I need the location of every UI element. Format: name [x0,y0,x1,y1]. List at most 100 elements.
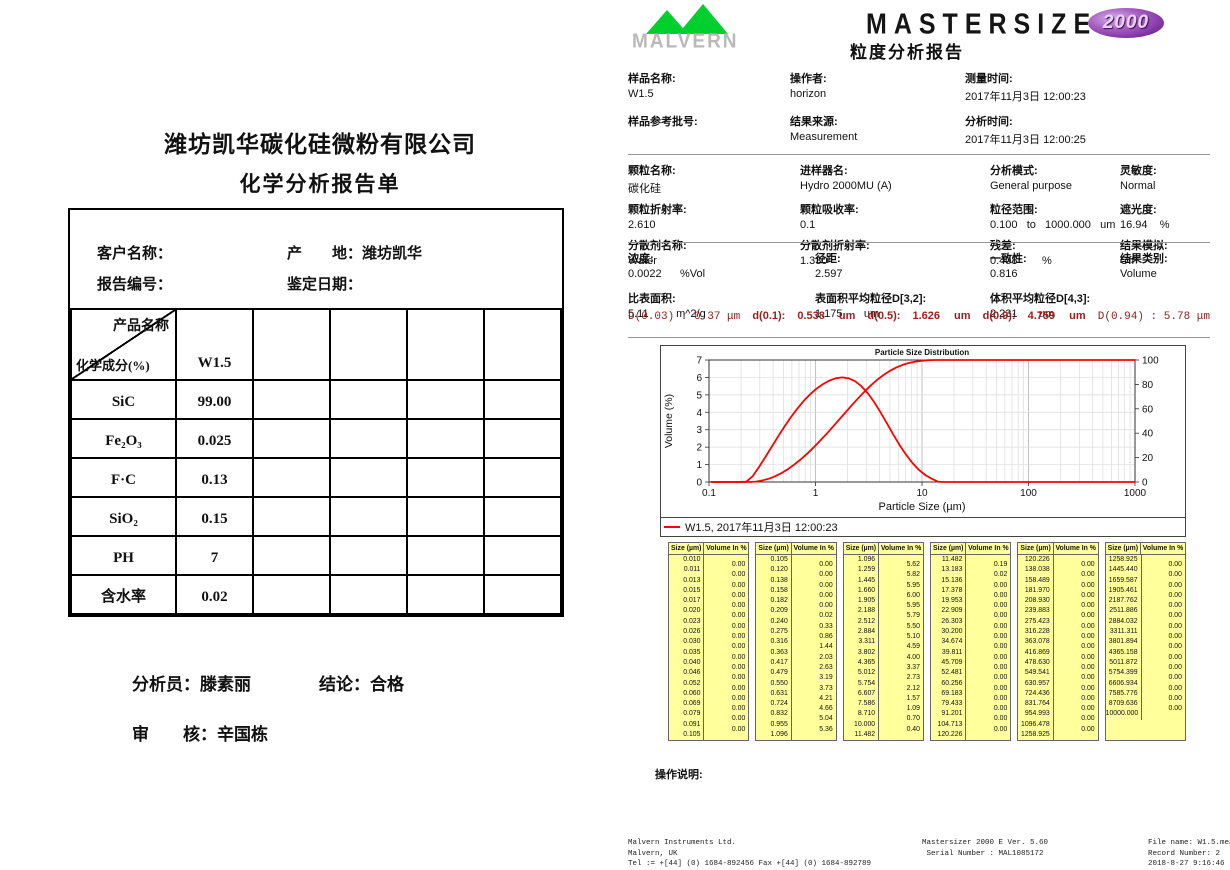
origin-value: 潍坊凯华 [362,246,423,262]
volume-column: 0.00 0.00 0.00 0.00 0.00 0.00 0.00 0.00 0.00 0.00… [1142,555,1185,720]
x-axis-tick-label: 10 [916,488,928,499]
size-value: 630.957 [1024,679,1050,687]
size-value: 0.955 [770,720,788,728]
empty-cell [483,535,562,576]
diagonal-top-label: 产品名称 [113,319,169,334]
field-value: 2.597 [815,268,843,280]
d-value: D(0.03) : 0.37 μm [628,311,741,323]
component-value-cell: 0.15 [175,496,254,537]
component-value-cell: 7 [175,535,254,576]
volume-value: 0.00 [1081,633,1095,641]
volume-value: 0.00 [993,643,1008,651]
field-value: 2.610 [628,219,656,231]
field-value: Measurement [790,131,858,143]
volume-value: 0.00 [731,705,746,713]
y-axis-tick-label: 1 [696,460,702,471]
size-value: 208.930 [1024,597,1050,605]
empty-cell [329,574,408,615]
volume-value: 0.00 [1081,591,1095,599]
volume-value: 3.73 [819,684,833,692]
volume-value: 0.00 [1168,602,1182,610]
d-value-label: d(0.5): [867,310,901,322]
component-value-cell: 0.025 [175,418,254,459]
size-value: 1.096 [857,556,876,563]
size-column-header: Size (µm) [669,543,705,554]
volume-value: 0.19 [993,561,1008,568]
size-value: 3801.894 [1108,638,1138,646]
volume-value: 0.00 [731,715,746,723]
volume-value: 0.00 [1081,725,1095,733]
size-column: 0.010 0.011 0.013 0.015 0.017 0.020 0.023 0.026… [669,555,705,741]
size-value: 1258.925 [1108,556,1138,563]
right-y-axis-tick-label: 60 [1142,404,1154,415]
volume-value: 0.00 [1168,633,1182,641]
result-field: 表面积平均粒径D[3,2]: 1.175 um [815,290,990,321]
volume-value: 0.00 [1168,653,1182,661]
info-row: 客户名称： 产 地：潍坊凯华 [70,210,562,263]
volume-value: 0.00 [731,561,746,568]
size-value: 0.316 [770,638,788,646]
field-label: 样品参考批号: [628,116,698,128]
company-name: 潍坊凯华碳化硅微粉有限公司 [164,132,476,157]
size-column: 0.105 0.120 0.138 0.158 0.182 0.209 0.240 0.275… [756,555,792,741]
report-info: 客户名称： 产 地：潍坊凯华 报告编号： 鉴定日期： [70,210,562,308]
field-label: 遮光度: [1120,204,1157,216]
size-value: 91.201 [941,710,963,718]
result-field: 一致性: 0.816 [990,250,1120,281]
mastersizer-wordmark: MASTERSIZER [866,8,1123,41]
d-value-label: d(0.1): [752,310,786,322]
volume-column-header: Volume In % [880,545,922,552]
component-name-cell: SiO₂ [70,496,177,537]
size-table-body: 1258.925 1445.440 1659.587 1905.461 2187.762… [1106,555,1185,720]
size-value: 5754.399 [1108,669,1138,677]
size-value: 5011.872 [1109,658,1138,666]
size-value: 0.069 [683,700,701,708]
size-value: 120.226 [937,731,963,739]
size-table-body: 1.096 1.259 1.445 1.660 1.905 2.188 2.512 2.884… [844,555,923,741]
right-y-axis-tick-label: 80 [1142,380,1154,391]
volume-value: 5.95 [906,602,920,610]
empty-cell [329,496,408,537]
volume-value: 0.00 [1081,612,1095,620]
size-value: 2.884 [857,628,876,636]
volume-value: 4.59 [906,643,920,651]
date-label: 鉴定日期： [287,277,363,293]
component-name-cell: 含水率 [70,574,177,615]
y-axis-tick-label: 2 [696,443,702,454]
size-value: 22.909 [941,607,963,615]
volume-value: 0.00 [1168,591,1182,599]
size-column-header: Size (µm) [844,543,880,554]
right-y-axis-tick-label: 0 [1142,478,1148,489]
setup-field: 分析模式: General purpose [990,162,1120,196]
size-table-body: 0.010 0.011 0.013 0.015 0.017 0.020 0.023 0.026… [669,555,748,741]
volume-value: 2.03 [819,653,833,661]
size-value: 69.183 [941,689,963,697]
size-table-header: Size (µm) Volume In % [930,543,1011,555]
volume-value: 0.00 [1168,694,1182,702]
volume-column: 0.19 0.02 0.00 0.00 0.00 0.00 0.00 0.00 0.00 0.00… [966,555,1010,740]
volume-value: 0.00 [1081,653,1095,661]
d-value: d(0.9): 4.759 um [983,310,1086,322]
size-value: 11.482 [941,556,963,563]
size-value: 15.136 [941,576,963,584]
volume-column-header: Volume In % [1055,545,1096,552]
volume-value: 0.86 [819,633,833,641]
size-value: 6606.934 [1108,679,1138,687]
field-value: 5.11 m^2/g [628,308,706,320]
empty-cell [329,535,408,576]
volume-value: 2.63 [819,663,833,671]
empty-cell [252,379,331,420]
size-value: 1.259 [857,566,876,574]
size-value: 7585.776 [1108,689,1138,697]
d-value-number: 0.538 [797,310,825,322]
badge-text: 2000 [1102,12,1150,33]
volume-value: 0.00 [1168,663,1182,671]
sample-field: 测量时间: 2017年11月3日 12:00:23 [965,70,1210,104]
size-value: 60.256 [941,679,963,687]
info-row: 报告编号： 鉴定日期： [70,263,562,294]
right-y-axis-tick-label: 20 [1142,453,1154,464]
chart-legend: W1.5, 2017年11月3日 12:00:23 [661,517,1185,536]
size-value: 0.240 [770,617,788,625]
volume-value: 0.00 [731,591,746,599]
analysis-table-box: 客户名称： 产 地：潍坊凯华 报告编号： 鉴定日期： 产品名称 化学成分(%) W1… [68,208,564,617]
